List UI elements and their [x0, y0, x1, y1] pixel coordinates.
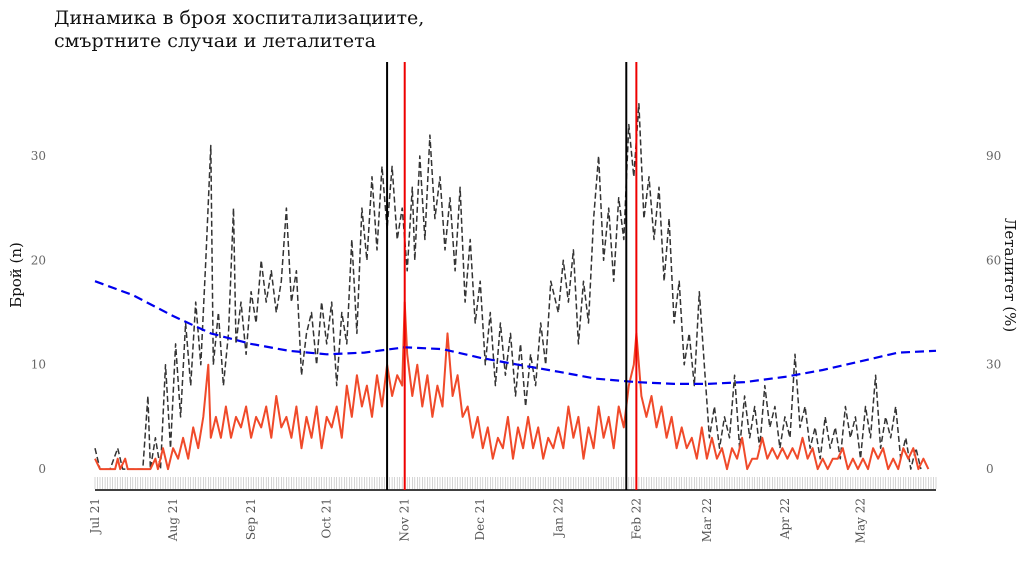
right-axis-ticks: 0 30 60 90: [986, 149, 1001, 476]
x-tick-label: Apr 22: [778, 498, 792, 540]
right-tick-label: 0: [986, 462, 994, 476]
x-tick-label: Jan 22: [551, 498, 565, 539]
x-tick-label: Dec 21: [473, 498, 487, 541]
x-tick-label: May 22: [854, 498, 868, 543]
series-line-3: [94, 280, 937, 385]
x-tick-label: Feb 22: [629, 498, 643, 540]
reference-lines: [386, 62, 638, 490]
left-axis-title: Брой (n): [7, 242, 25, 308]
series-line-1: [94, 103, 922, 470]
x-axis-ticks: Jul 21 Aug 21 Sep 21 Oct 21 Nov 21 Dec 21 Jan …: [88, 498, 868, 543]
x-tick-label: Mar 22: [700, 498, 714, 542]
x-tick-label: Jul 21: [88, 498, 102, 535]
x-tick-label: Oct 21: [320, 498, 334, 538]
left-tick-label: 20: [31, 253, 46, 267]
left-tick-label: 10: [31, 358, 46, 372]
right-tick-label: 30: [986, 358, 1001, 372]
right-axis-title: Леталитет (%): [1001, 218, 1019, 332]
x-tick-label: Sep 21: [244, 498, 258, 540]
right-tick-label: 60: [986, 253, 1001, 267]
x-tick-label: Nov 21: [398, 498, 412, 542]
chart-title-line-1: Динамика в броя хоспитализациите,: [54, 7, 424, 29]
left-tick-label: 0: [38, 462, 46, 476]
left-axis-ticks: 0 10 20 30: [31, 149, 46, 476]
left-tick-label: 30: [31, 149, 46, 163]
rug-tick-marks: [94, 477, 937, 489]
series-lines: [94, 103, 937, 471]
series-line-2: [94, 301, 930, 471]
rug-ticks: [94, 477, 937, 489]
chart-title-line-2: смъртните случаи и леталитета: [54, 30, 376, 52]
right-tick-label: 90: [986, 149, 1001, 163]
x-tick-label: Aug 21: [166, 498, 180, 542]
